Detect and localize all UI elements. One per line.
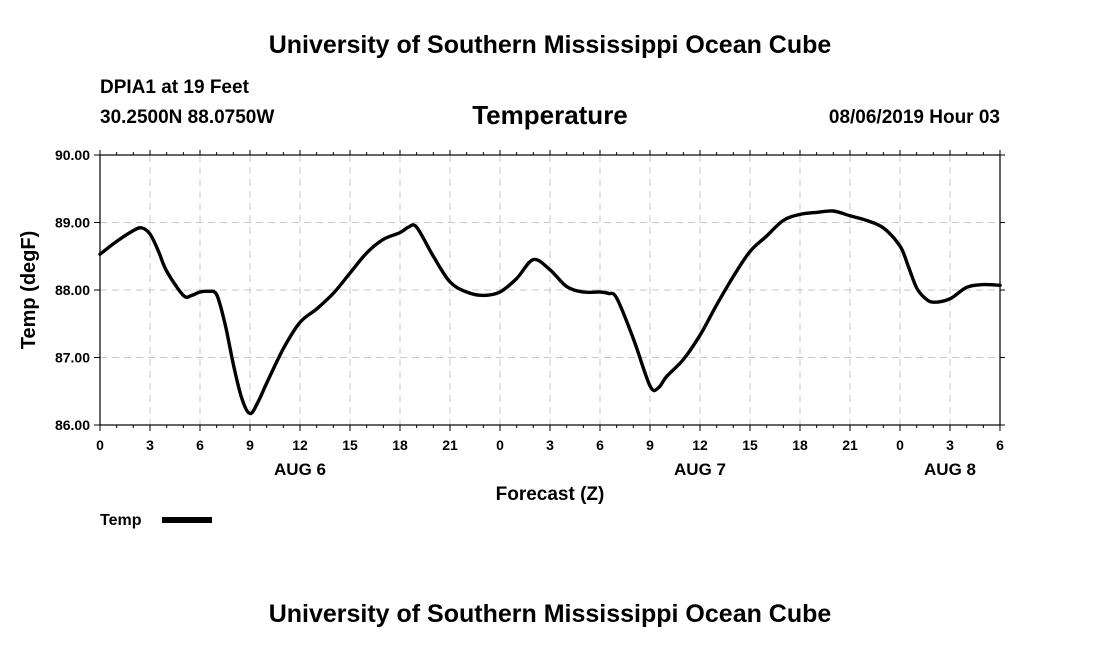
plot-frame xyxy=(99,154,1001,426)
x-tick-label: 0 xyxy=(496,437,504,453)
x-tick-label: 3 xyxy=(946,437,954,453)
top-title: University of Southern Mississippi Ocean… xyxy=(268,31,832,59)
legend: Temp xyxy=(100,512,212,529)
date-label: AUG 7 xyxy=(674,460,726,479)
y-tick-label: 86.00 xyxy=(55,417,90,433)
x-tick-label: 21 xyxy=(842,437,858,453)
series-group xyxy=(98,209,1002,416)
y-tick-label: 88.00 xyxy=(55,282,90,298)
y-tick-label: 89.00 xyxy=(55,215,90,231)
datetime-label: 08/06/2019 Hour 03 xyxy=(828,107,1000,128)
temp-series-line xyxy=(98,209,1002,416)
legend-label: Temp xyxy=(100,512,142,529)
y-tick-label: 90.00 xyxy=(55,147,90,163)
x-tick-label: 0 xyxy=(896,437,904,453)
x-tick-label: 6 xyxy=(596,437,604,453)
axis-ticks: 86.00 87.00 88.00 89.00 90.00 0 3 6 9 12 15 18 21 0 3 6… xyxy=(55,147,1005,479)
bottom-title: University of Southern Mississippi Ocean… xyxy=(268,600,832,628)
chart-title: Temperature xyxy=(472,100,628,130)
x-tick-label: 6 xyxy=(996,437,1004,453)
station-label: DPIA1 at 19 Feet xyxy=(100,77,249,98)
x-tick-label: 3 xyxy=(146,437,154,453)
x-tick-label: 12 xyxy=(692,437,708,453)
date-label: AUG 6 xyxy=(274,460,326,479)
x-tick-label: 18 xyxy=(792,437,808,453)
y-tick-label: 87.00 xyxy=(55,350,90,366)
x-tick-label: 6 xyxy=(196,437,204,453)
x-axis-label: Forecast (Z) xyxy=(496,484,605,505)
x-tick-label: 12 xyxy=(292,437,308,453)
x-tick-label: 15 xyxy=(742,437,758,453)
x-tick-label: 18 xyxy=(392,437,408,453)
x-tick-label: 21 xyxy=(442,437,458,453)
y-axis-label: Temp (degF) xyxy=(18,231,40,350)
x-tick-label: 15 xyxy=(342,437,358,453)
x-tick-label: 0 xyxy=(96,437,104,453)
grid xyxy=(100,154,1000,426)
axis-labels: Temp (degF) Forecast (Z) xyxy=(18,231,604,505)
x-tick-label: 9 xyxy=(246,437,254,453)
x-tick-label: 9 xyxy=(646,437,654,453)
coordinates-label: 30.2500N 88.0750W xyxy=(100,107,275,128)
date-label: AUG 8 xyxy=(924,460,976,479)
x-tick-label: 3 xyxy=(546,437,554,453)
